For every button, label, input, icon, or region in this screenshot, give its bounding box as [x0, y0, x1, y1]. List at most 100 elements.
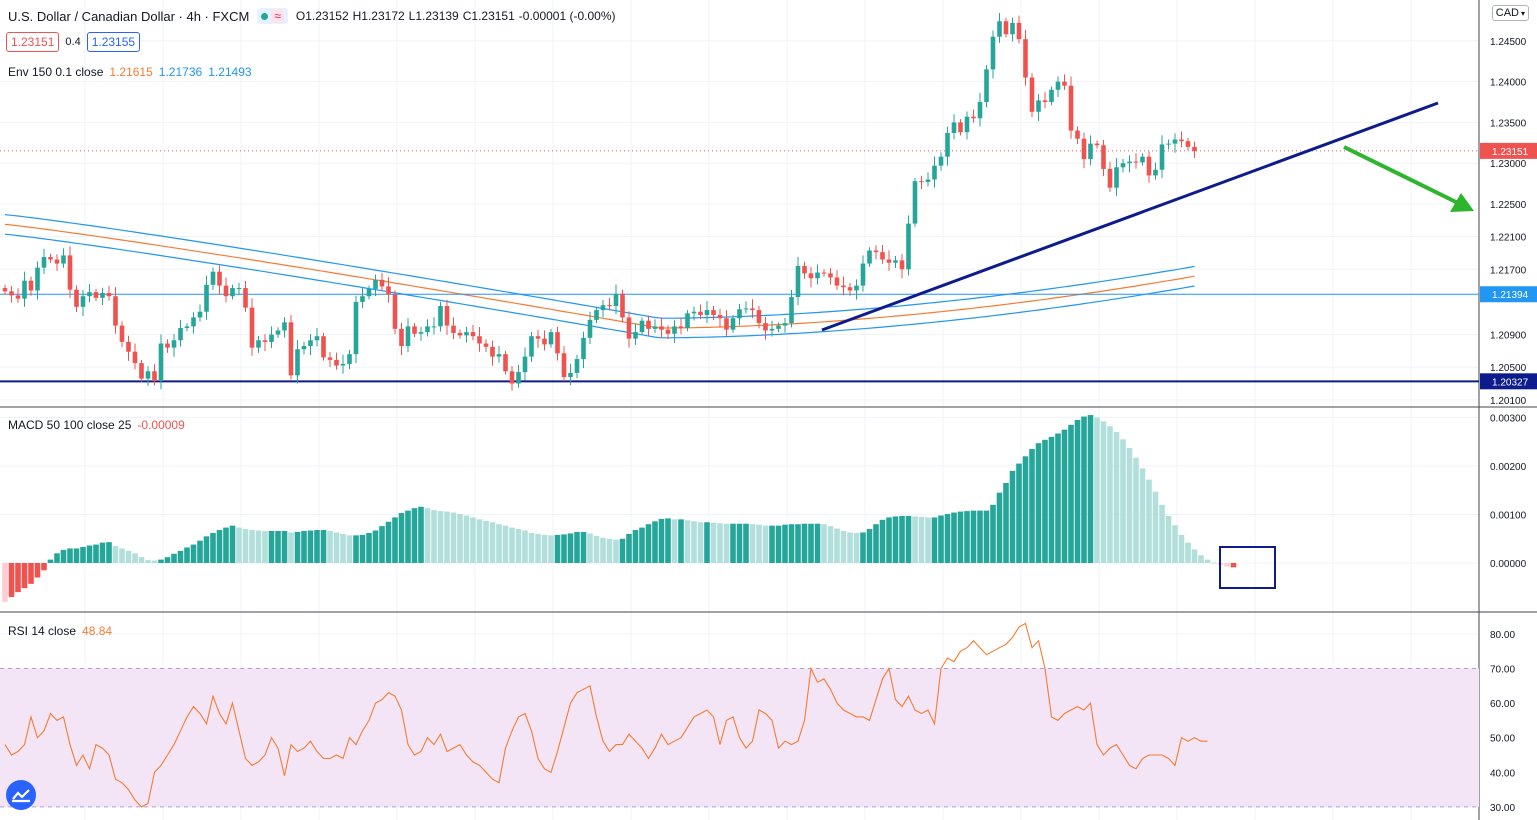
- candle-body[interactable]: [360, 296, 365, 302]
- macd-bar[interactable]: [184, 547, 190, 563]
- candle-body[interactable]: [789, 297, 794, 324]
- macd-bar[interactable]: [1094, 417, 1100, 564]
- candle-body[interactable]: [373, 279, 378, 289]
- candle-body[interactable]: [841, 285, 846, 288]
- macd-bar[interactable]: [1152, 491, 1159, 563]
- macd-bar[interactable]: [242, 529, 249, 563]
- macd-bar[interactable]: [522, 530, 528, 563]
- candle-body[interactable]: [1029, 77, 1035, 112]
- macd-bar[interactable]: [28, 563, 34, 584]
- macd-bar[interactable]: [158, 559, 164, 563]
- candle-body[interactable]: [1042, 100, 1048, 102]
- macd-bar[interactable]: [1126, 448, 1133, 563]
- macd-bar[interactable]: [496, 524, 502, 563]
- macd-bar[interactable]: [756, 524, 762, 563]
- candle-body[interactable]: [327, 357, 333, 360]
- macd-bar[interactable]: [515, 529, 522, 563]
- macd-bar[interactable]: [717, 523, 723, 563]
- candle-body[interactable]: [607, 305, 612, 307]
- candle-body[interactable]: [438, 306, 443, 327]
- candle-body[interactable]: [347, 354, 352, 364]
- macd-bar[interactable]: [1048, 436, 1055, 563]
- candle-body[interactable]: [1081, 138, 1087, 160]
- macd-bar[interactable]: [249, 530, 255, 563]
- candle-body[interactable]: [763, 323, 768, 331]
- candle-body[interactable]: [119, 325, 125, 342]
- candle-body[interactable]: [100, 292, 105, 298]
- macd-bar[interactable]: [444, 511, 450, 563]
- macd-bar[interactable]: [957, 511, 964, 563]
- macd-bar[interactable]: [1172, 525, 1178, 563]
- candle-body[interactable]: [41, 257, 47, 268]
- candle-body[interactable]: [626, 317, 632, 339]
- macd-bar[interactable]: [535, 533, 541, 563]
- macd-bar[interactable]: [814, 523, 821, 563]
- candle-body[interactable]: [230, 288, 235, 297]
- macd-bar[interactable]: [580, 531, 587, 563]
- macd-bar[interactable]: [996, 492, 1003, 563]
- macd-bar[interactable]: [775, 525, 782, 563]
- tradingview-logo-icon[interactable]: [6, 780, 36, 810]
- candle-body[interactable]: [152, 371, 157, 382]
- macd-bar[interactable]: [905, 515, 912, 563]
- macd-bar[interactable]: [197, 540, 203, 563]
- macd-bar[interactable]: [1068, 424, 1074, 563]
- forecast-arrow-shaft[interactable]: [1343, 145, 1459, 205]
- macd-bar[interactable]: [736, 523, 743, 563]
- macd-bar[interactable]: [762, 525, 769, 563]
- candle-body[interactable]: [1192, 146, 1197, 151]
- macd-bar[interactable]: [1133, 457, 1139, 563]
- candle-body[interactable]: [1133, 161, 1139, 163]
- candle-body[interactable]: [795, 266, 801, 298]
- candle-body[interactable]: [1127, 161, 1132, 164]
- candle-body[interactable]: [418, 332, 424, 334]
- macd-bar[interactable]: [691, 521, 697, 563]
- macd-bar[interactable]: [379, 526, 385, 563]
- candle-body[interactable]: [1114, 167, 1119, 188]
- macd-bar[interactable]: [223, 527, 229, 563]
- macd-bar[interactable]: [554, 534, 561, 563]
- macd-bar[interactable]: [47, 559, 54, 563]
- macd-bar[interactable]: [613, 539, 619, 563]
- env-legend[interactable]: Env 150 0.1 close 1.21615 1.21736 1.2149…: [8, 65, 252, 79]
- macd-bar[interactable]: [54, 553, 60, 563]
- candle-body[interactable]: [295, 349, 300, 376]
- macd-bar[interactable]: [730, 523, 736, 563]
- candle-body[interactable]: [1003, 21, 1009, 35]
- macd-bar[interactable]: [210, 532, 216, 563]
- macd-bar[interactable]: [639, 527, 645, 563]
- candle-body[interactable]: [678, 326, 684, 329]
- macd-bar[interactable]: [411, 508, 418, 563]
- macd-bar[interactable]: [743, 523, 749, 563]
- candle-body[interactable]: [470, 332, 476, 337]
- macd-bar[interactable]: [281, 530, 288, 563]
- candle-body[interactable]: [659, 326, 664, 330]
- macd-bar[interactable]: [1081, 416, 1087, 563]
- candle-body[interactable]: [366, 288, 372, 297]
- candle-body[interactable]: [886, 259, 892, 263]
- candle-body[interactable]: [139, 363, 144, 379]
- macd-bar[interactable]: [138, 557, 145, 563]
- candle-body[interactable]: [1036, 100, 1041, 112]
- macd-bar[interactable]: [567, 533, 574, 563]
- macd-bar[interactable]: [385, 521, 392, 563]
- macd-bar[interactable]: [1191, 549, 1198, 563]
- macd-bar[interactable]: [359, 534, 366, 563]
- macd-bar[interactable]: [476, 519, 483, 563]
- candle-body[interactable]: [496, 354, 502, 357]
- candle-body[interactable]: [483, 343, 489, 347]
- macd-bar[interactable]: [1042, 439, 1048, 563]
- candle-body[interactable]: [451, 325, 456, 333]
- candle-body[interactable]: [854, 285, 859, 291]
- candle-body[interactable]: [457, 332, 463, 336]
- macd-bar[interactable]: [8, 563, 15, 597]
- candle-body[interactable]: [386, 286, 391, 295]
- candle-body[interactable]: [646, 320, 651, 329]
- candle-body[interactable]: [743, 308, 749, 310]
- macd-bar[interactable]: [1055, 433, 1061, 563]
- candle-body[interactable]: [197, 311, 203, 318]
- candle-body[interactable]: [509, 371, 515, 384]
- macd-bar[interactable]: [353, 535, 359, 563]
